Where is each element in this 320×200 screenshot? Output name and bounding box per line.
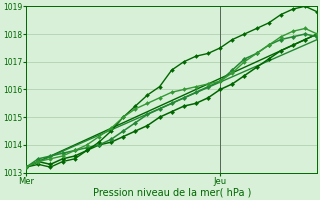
X-axis label: Pression niveau de la mer( hPa ): Pression niveau de la mer( hPa ): [92, 187, 251, 197]
